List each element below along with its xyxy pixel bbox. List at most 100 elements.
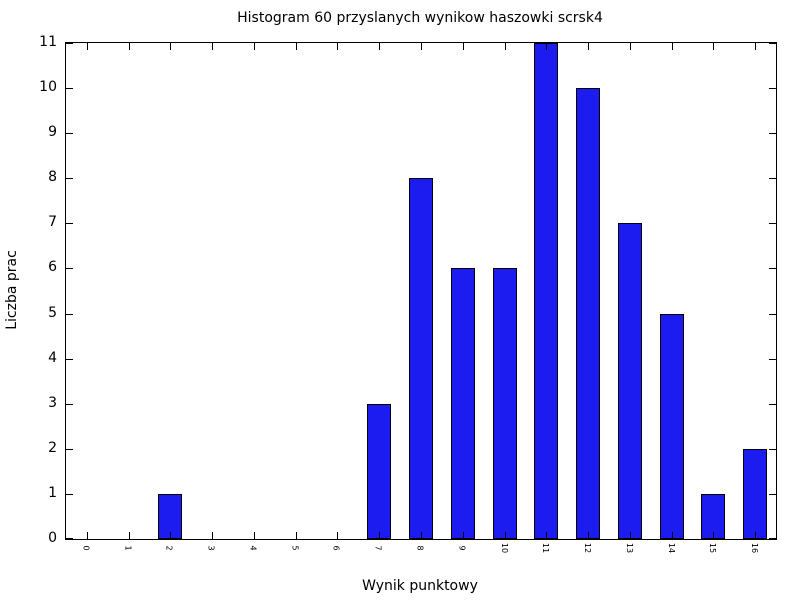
y-tick-mark bbox=[66, 133, 73, 134]
x-tick-mark bbox=[505, 43, 506, 50]
bar-13 bbox=[618, 223, 642, 539]
x-tick-mark bbox=[546, 43, 547, 50]
x-tick-label: 0 bbox=[82, 545, 91, 551]
y-tick-label: 11 bbox=[39, 34, 57, 50]
x-tick-label: 11 bbox=[541, 542, 550, 554]
x-tick-label: 2 bbox=[165, 545, 174, 551]
x-tick-mark bbox=[254, 532, 255, 539]
y-tick-mark bbox=[66, 359, 73, 360]
y-tick-label: 7 bbox=[48, 214, 57, 230]
bar-11 bbox=[534, 43, 558, 539]
bar-15 bbox=[701, 494, 725, 539]
y-tick-mark bbox=[66, 314, 73, 315]
x-tick-mark bbox=[755, 532, 756, 539]
x-tick-mark bbox=[588, 43, 589, 50]
y-tick-mark bbox=[66, 223, 73, 224]
y-tick-mark bbox=[769, 133, 776, 134]
x-tick-label: 7 bbox=[374, 545, 383, 551]
y-tick-mark bbox=[769, 223, 776, 224]
x-tick-mark bbox=[87, 43, 88, 50]
y-tick-label: 8 bbox=[48, 169, 57, 185]
bar-7 bbox=[367, 404, 391, 539]
y-tick-mark bbox=[769, 268, 776, 269]
y-tick-mark bbox=[66, 88, 73, 89]
y-tick-label: 9 bbox=[48, 124, 57, 140]
y-tick-label: 1 bbox=[48, 485, 57, 501]
y-tick-label: 2 bbox=[48, 440, 57, 456]
x-tick-label: 6 bbox=[332, 545, 341, 551]
x-tick-mark bbox=[296, 532, 297, 539]
x-tick-mark bbox=[672, 532, 673, 539]
bar-8 bbox=[409, 178, 433, 539]
y-tick-label: 5 bbox=[48, 305, 57, 321]
x-tick-mark bbox=[87, 532, 88, 539]
y-tick-mark bbox=[66, 178, 73, 179]
y-tick-mark bbox=[66, 538, 73, 539]
y-tick-mark bbox=[769, 494, 776, 495]
y-tick-mark bbox=[769, 178, 776, 179]
x-tick-label: 9 bbox=[458, 545, 467, 551]
x-tick-label: 5 bbox=[291, 545, 300, 551]
x-tick-label: 1 bbox=[124, 545, 133, 551]
x-tick-mark bbox=[170, 43, 171, 50]
y-tick-mark bbox=[769, 359, 776, 360]
y-tick-mark bbox=[66, 494, 73, 495]
x-tick-mark bbox=[463, 43, 464, 50]
x-tick-label: 8 bbox=[416, 545, 425, 551]
x-tick-mark bbox=[588, 532, 589, 539]
y-tick-mark bbox=[66, 43, 73, 44]
x-tick-mark bbox=[713, 532, 714, 539]
x-tick-mark bbox=[170, 532, 171, 539]
x-tick-mark bbox=[713, 43, 714, 50]
x-tick-label: 16 bbox=[750, 542, 759, 554]
y-tick-mark bbox=[66, 268, 73, 269]
x-tick-label: 15 bbox=[708, 542, 717, 554]
x-tick-mark bbox=[129, 532, 130, 539]
y-tick-mark bbox=[769, 449, 776, 450]
x-tick-mark bbox=[379, 532, 380, 539]
x-tick-label: 13 bbox=[625, 542, 634, 554]
x-tick-label: 3 bbox=[207, 545, 216, 551]
x-tick-label: 12 bbox=[583, 542, 592, 554]
chart-title: Histogram 60 przyslanych wynikow haszowk… bbox=[237, 10, 603, 26]
x-tick-mark bbox=[546, 532, 547, 539]
x-tick-label: 14 bbox=[667, 542, 676, 554]
x-tick-label: 10 bbox=[500, 542, 509, 554]
y-tick-mark bbox=[769, 538, 776, 539]
y-tick-label: 0 bbox=[48, 530, 57, 546]
y-tick-mark bbox=[769, 404, 776, 405]
y-axis-label: Liczba prac bbox=[4, 250, 20, 330]
plot-area bbox=[65, 42, 777, 540]
x-tick-mark bbox=[212, 43, 213, 50]
x-tick-mark bbox=[630, 43, 631, 50]
y-tick-label: 6 bbox=[48, 259, 57, 275]
x-tick-mark bbox=[630, 532, 631, 539]
x-tick-mark bbox=[672, 43, 673, 50]
y-tick-mark bbox=[769, 88, 776, 89]
x-tick-mark bbox=[755, 43, 756, 50]
x-tick-mark bbox=[337, 43, 338, 50]
bar-9 bbox=[451, 268, 475, 539]
x-tick-mark bbox=[129, 43, 130, 50]
x-tick-mark bbox=[463, 532, 464, 539]
y-tick-label: 3 bbox=[48, 395, 57, 411]
x-tick-mark bbox=[337, 532, 338, 539]
x-tick-label: 4 bbox=[249, 545, 258, 551]
bar-16 bbox=[743, 449, 767, 539]
y-tick-mark bbox=[66, 449, 73, 450]
bar-2 bbox=[158, 494, 182, 539]
x-tick-mark bbox=[505, 532, 506, 539]
x-tick-mark bbox=[212, 532, 213, 539]
x-tick-mark bbox=[421, 532, 422, 539]
x-tick-mark bbox=[296, 43, 297, 50]
bar-10 bbox=[493, 268, 517, 539]
y-tick-label: 4 bbox=[48, 350, 57, 366]
bar-14 bbox=[660, 314, 684, 539]
y-tick-mark bbox=[769, 43, 776, 44]
x-tick-mark bbox=[254, 43, 255, 50]
y-tick-label: 10 bbox=[39, 79, 57, 95]
x-axis-label: Wynik punktowy bbox=[362, 578, 478, 594]
x-tick-mark bbox=[379, 43, 380, 50]
y-tick-mark bbox=[769, 314, 776, 315]
